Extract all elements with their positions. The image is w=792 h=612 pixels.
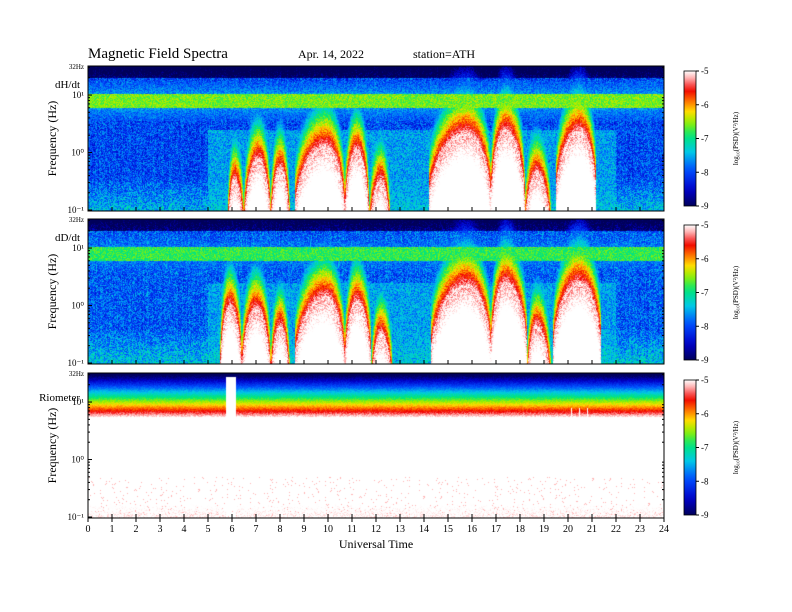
x-tick-label: 7: [254, 524, 259, 535]
spectrogram-dddt: [88, 219, 664, 364]
y-axis-label: Frequency (Hz): [45, 408, 59, 484]
x-tick-label: 8: [278, 524, 283, 535]
y-tick-label: 10¹: [72, 243, 84, 253]
x-tick-label: 15: [443, 524, 453, 535]
x-tick-label: 22: [611, 524, 621, 535]
colorbar-tick-label: -9: [701, 510, 709, 520]
colorbar: [683, 70, 697, 207]
x-tick-label: 14: [419, 524, 429, 535]
x-tick-label: 20: [563, 524, 573, 535]
x-tick-label: 19: [539, 524, 549, 535]
spectrogram-riometer: [88, 373, 664, 518]
x-tick-label: 9: [302, 524, 307, 535]
x-tick-label: 3: [158, 524, 163, 535]
panel-label: dH/dt: [55, 79, 80, 91]
colorbar-tick-label: -5: [701, 66, 709, 76]
y-axis-label: Frequency (Hz): [45, 101, 59, 177]
x-tick-label: 21: [587, 524, 597, 535]
station-label: station=ATH: [413, 47, 476, 61]
x-tick-label: 12: [371, 524, 381, 535]
colorbar-tick-label: -7: [701, 443, 709, 453]
colorbar-tick-label: -7: [701, 288, 709, 298]
x-tick-label: 2: [134, 524, 139, 535]
x-tick-label: 18: [515, 524, 525, 535]
y-tick-label: 10⁰: [71, 301, 84, 311]
panel-frame-0: [87, 65, 665, 212]
x-tick-label: 23: [635, 524, 645, 535]
y-tick-label: 32Hz: [69, 216, 84, 224]
colorbar: [683, 379, 697, 516]
colorbar-label: log₁₀(PSD)(V²/Hz): [732, 265, 740, 319]
x-tick-label: 1: [110, 524, 115, 535]
x-tick-label: 16: [467, 524, 477, 535]
colorbar-tick-label: -5: [701, 375, 709, 385]
panel-label: dD/dt: [55, 232, 80, 244]
colorbar-tick-label: -5: [701, 220, 709, 230]
y-tick-label: 10⁰: [71, 148, 84, 158]
y-tick-label: 32Hz: [69, 63, 84, 71]
colorbar-tick-label: -8: [701, 476, 709, 486]
x-tick-label: 13: [395, 524, 405, 535]
x-tick-label: 17: [491, 524, 501, 535]
figure-title: Magnetic Field Spectra: [88, 46, 228, 62]
spectrogram-dhdt: [88, 66, 664, 211]
y-tick-label: 10¹: [72, 397, 84, 407]
colorbar-tick-label: -9: [701, 201, 709, 211]
x-tick-label: 6: [230, 524, 235, 535]
x-tick-label: 11: [347, 524, 357, 535]
panel-frame-1: [87, 218, 665, 365]
colorbar-tick-label: -7: [701, 134, 709, 144]
x-tick-label: 10: [323, 524, 333, 535]
y-tick-label: 10¹: [72, 90, 84, 100]
colorbar-tick-label: -8: [701, 321, 709, 331]
colorbar-tick-label: -6: [701, 409, 709, 419]
x-tick-label: 24: [659, 524, 669, 535]
y-tick-label: 10⁰: [71, 455, 84, 465]
y-tick-label: 10⁻¹: [68, 358, 85, 368]
colorbar-tick-label: -8: [701, 167, 709, 177]
colorbar-label: log₁₀(PSD)(V²/Hz): [732, 420, 740, 474]
panel-frame-2: [87, 372, 665, 519]
y-tick-label: 10⁻¹: [68, 205, 85, 215]
date-label: Apr. 14, 2022: [298, 47, 364, 61]
panel-label: Riometer: [39, 392, 80, 404]
colorbar-tick-label: -9: [701, 355, 709, 365]
colorbar-tick-label: -6: [701, 254, 709, 264]
x-tick-label: 4: [182, 524, 187, 535]
y-tick-label: 32Hz: [69, 370, 84, 378]
colorbar: [683, 224, 697, 361]
colorbar-label: log₁₀(PSD)(V²/Hz): [732, 111, 740, 165]
colorbar-tick-label: -6: [701, 100, 709, 110]
x-tick-label: 0: [86, 524, 91, 535]
x-tick-label: 5: [206, 524, 211, 535]
x-axis-label: Universal Time: [339, 537, 413, 551]
y-axis-label: Frequency (Hz): [45, 254, 59, 330]
y-tick-label: 10⁻¹: [68, 512, 85, 522]
